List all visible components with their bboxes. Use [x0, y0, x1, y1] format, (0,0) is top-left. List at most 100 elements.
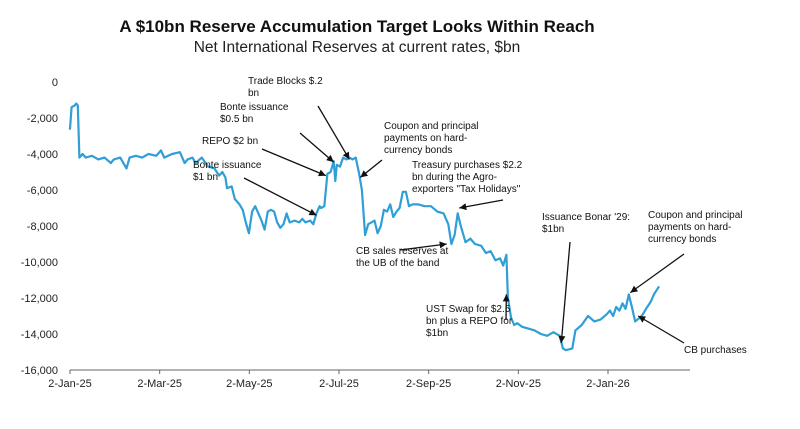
- data-point: [183, 162, 186, 164]
- annotation-line: Trade Blocks $.2: [248, 76, 323, 87]
- annotation-line: bn plus a REPO for: [426, 316, 513, 327]
- annotation-arrowhead: [638, 316, 647, 323]
- data-point: [254, 205, 257, 208]
- annotation-line: Bonte issuance: [193, 160, 262, 171]
- data-point: [304, 221, 307, 224]
- annotation-line: Treasury purchases $2.2: [412, 160, 523, 171]
- data-point: [615, 306, 618, 308]
- data-point: [171, 153, 173, 155]
- data-point: [621, 302, 624, 305]
- annotation-line: UST Swap for $2.5: [426, 304, 511, 315]
- data-point: [76, 104, 79, 107]
- annotation-line: payments on hard-: [384, 133, 467, 144]
- data-point: [398, 207, 401, 209]
- data-point: [474, 243, 476, 245]
- data-point: [459, 225, 462, 227]
- data-point: [618, 309, 621, 312]
- y-tick-label: -12,000: [21, 293, 58, 305]
- data-point: [345, 158, 348, 161]
- data-point: [81, 153, 84, 155]
- y-tick-label: -6,000: [27, 185, 58, 197]
- annotation-arrow-line: [637, 315, 685, 344]
- data-point: [502, 264, 505, 267]
- annotation-line: bn: [248, 88, 259, 99]
- data-point: [464, 241, 467, 244]
- data-point: [627, 293, 630, 296]
- annotation-cb-purchases: CB purchases: [684, 345, 747, 356]
- data-point: [163, 156, 166, 159]
- annotation-line: currency bonds: [384, 145, 452, 156]
- data-point: [315, 212, 318, 215]
- y-tick-label: -14,000: [21, 329, 58, 341]
- data-point: [357, 171, 360, 173]
- data-point: [401, 190, 404, 193]
- data-point: [351, 158, 354, 161]
- chart-title: A $10bn Reserve Accumulation Target Look…: [119, 17, 594, 36]
- annotation-ust-swap: UST Swap for $2.5 bn plus a REPO for $1b…: [426, 304, 515, 339]
- x-axis: 2-Jan-25 2-Mar-25 2-May-25 2-Jul-25 2-Sep-25…: [48, 369, 690, 390]
- data-point: [276, 221, 279, 224]
- data-point: [383, 208, 385, 211]
- data-point: [270, 208, 272, 211]
- annotation-trade-blocks: Trade Blocks $.2 bn: [248, 76, 325, 99]
- data-point: [119, 156, 122, 159]
- annotation-arrowhead: [326, 154, 334, 163]
- data-point: [379, 225, 382, 227]
- data-point: [540, 333, 542, 335]
- data-point: [485, 252, 487, 254]
- x-tick-label: 2-Nov-25: [496, 378, 541, 390]
- data-point: [494, 259, 497, 262]
- annotation-arrow-line: [399, 243, 447, 251]
- data-point: [263, 228, 266, 231]
- data-point: [309, 219, 312, 222]
- data-point: [301, 217, 304, 220]
- data-point: [113, 158, 115, 161]
- data-point: [456, 212, 459, 215]
- data-point: [389, 203, 392, 206]
- y-tick-label: 0: [52, 77, 58, 89]
- annotation-line: $1bn: [542, 224, 564, 235]
- data-point: [103, 156, 106, 159]
- data-point: [447, 223, 450, 226]
- annotation-line: Issuance Bonar '29:: [542, 212, 630, 223]
- data-point: [334, 180, 337, 182]
- data-point: [505, 253, 508, 256]
- data-point: [342, 156, 344, 159]
- annotation-arrow-line: [299, 132, 335, 163]
- annotation-coupon-jul: Coupon and principal payments on hard- c…: [384, 121, 481, 156]
- data-point: [510, 316, 512, 319]
- annotation-line: exporters "Tax Holidays": [412, 184, 521, 195]
- series-group: [68, 102, 660, 352]
- data-point: [312, 223, 315, 226]
- annotation-arrow-line: [629, 253, 685, 294]
- data-point: [285, 212, 288, 215]
- annotation-line: payments on hard-: [648, 222, 731, 233]
- data-point: [226, 187, 228, 190]
- annotation-arrowhead: [308, 208, 317, 216]
- data-point: [376, 232, 379, 235]
- data-point: [634, 320, 636, 323]
- y-tick-label: -4,000: [27, 149, 58, 161]
- data-point: [207, 165, 210, 168]
- data-point: [224, 176, 227, 179]
- data-point: [354, 156, 357, 159]
- data-point: [580, 324, 583, 326]
- annotation-bonar-29: Issuance Bonar '29: $1bn: [542, 212, 633, 235]
- data-point: [574, 329, 577, 332]
- data-point: [612, 315, 614, 317]
- data-point: [450, 243, 453, 245]
- data-point: [657, 286, 660, 289]
- data-point: [624, 307, 627, 310]
- annotation-line: bn during the Agro-: [412, 172, 497, 183]
- data-point: [533, 329, 536, 332]
- data-point: [631, 306, 633, 308]
- data-point: [155, 154, 158, 157]
- data-point: [527, 327, 530, 330]
- data-point: [546, 334, 549, 337]
- data-point: [320, 207, 322, 209]
- annotation-repo: REPO $2 bn: [202, 136, 258, 147]
- data-point: [251, 210, 254, 213]
- data-point: [499, 257, 501, 260]
- data-point: [128, 156, 131, 159]
- annotation-line: CB purchases: [684, 345, 747, 356]
